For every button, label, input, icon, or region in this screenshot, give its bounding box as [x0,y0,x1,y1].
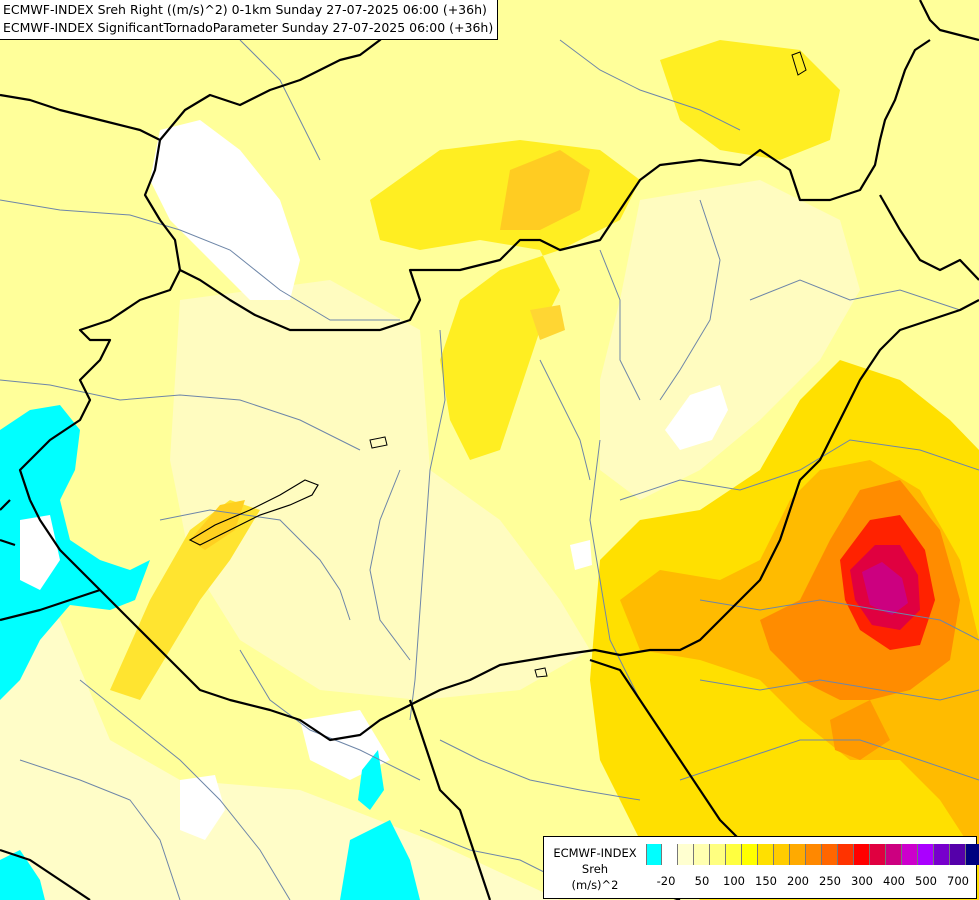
white-patch-north [150,120,300,300]
legend-tick-labels: -20 50 100 150 200 250 300 400 500 700 [646,874,969,890]
lake-small-1 [369,436,388,449]
legend-swatch [758,844,774,865]
legend-swatch [646,844,662,865]
legend-tick-label: 300 [851,874,873,888]
legend-swatch [662,844,678,865]
yellow-band-west [110,500,260,700]
legend-swatch [790,844,806,865]
legend-title-param: Sreh [581,862,609,876]
legend-swatch [966,844,979,865]
legend-swatch [694,844,710,865]
legend-swatch [774,844,790,865]
field-very-pale [170,280,590,700]
header-line-sreh: ECMWF-INDEX Sreh Right ((m/s)^2) 0-1km S… [3,2,487,17]
legend-swatch [902,844,918,865]
cyan-area-west [0,405,150,700]
legend-swatch [886,844,902,865]
magenta-core-southeast [862,562,908,615]
color-legend: ECMWF-INDEX Sreh (m/s)^2 -20 50 100 150 200 2… [543,836,979,899]
legend-swatch [934,844,950,865]
legend-title-unit: (m/s)^2 [571,878,619,892]
legend-swatch [726,844,742,865]
lake-small-3 [534,667,548,678]
yellow-zone-northeast [660,40,840,160]
field-very-pale-north [600,180,860,500]
legend-tick-label: 500 [915,874,937,888]
legend-title: ECMWF-INDEX Sreh (m/s)^2 [549,845,641,893]
legend-swatch [678,844,694,865]
legend-tick-label: 250 [819,874,841,888]
legend-swatch [710,844,726,865]
white-patch-center [570,540,592,570]
legend-swatch [950,844,966,865]
legend-tick-label: 700 [947,874,969,888]
orange-spot-center [530,305,565,340]
lake-balaton [188,479,319,546]
map-header: ECMWF-INDEX Sreh Right ((m/s)^2) 0-1km S… [0,0,499,40]
orange-zone-north [500,150,590,230]
legend-tick-label: 50 [694,874,710,888]
legend-tick-label: 100 [723,874,745,888]
legend-tick-label: -20 [656,874,676,888]
legend-swatch [806,844,822,865]
white-patch-east [665,385,728,450]
legend-swatch [822,844,838,865]
legend-swatch [838,844,854,865]
rivers [0,39,979,900]
legend-swatch [918,844,934,865]
cyan-area-south-small [358,750,384,810]
legend-tick-label: 200 [787,874,809,888]
orange-band-west [190,500,245,550]
legend-title-model: ECMWF-INDEX [553,846,637,860]
white-patch-south-west [180,775,225,840]
lake-small-2 [791,51,807,76]
header-line-stp: ECMWF-INDEX SignificantTornadoParameter … [3,20,494,35]
legend-swatch [870,844,886,865]
legend-color-bar [646,844,979,865]
legend-tick-label: 400 [883,874,905,888]
white-patch-south [300,710,390,780]
cyan-area-south [340,820,420,900]
legend-tick-label: 150 [755,874,777,888]
legend-swatch [742,844,758,865]
cyan-area-southwest [0,850,45,900]
legend-swatch [854,844,870,865]
yellow-zone-north [370,140,640,460]
